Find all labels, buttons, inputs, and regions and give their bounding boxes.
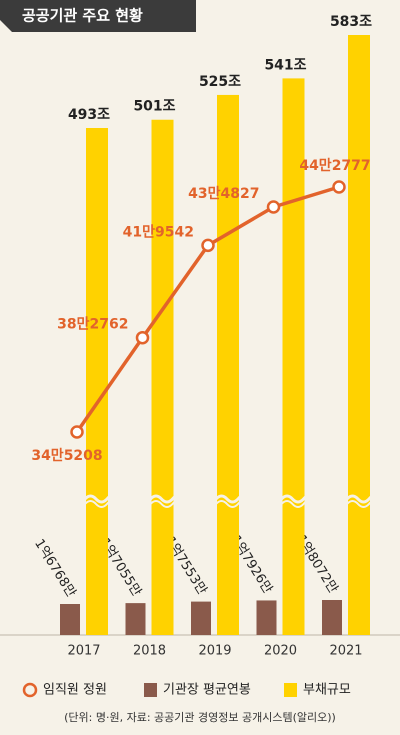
line-point: [332, 180, 346, 194]
x-tick-label: 2021: [329, 644, 362, 659]
axis-break: [215, 500, 243, 508]
axis-break: [346, 500, 374, 508]
value-label: 1억6768만: [31, 537, 78, 600]
bar: [217, 94, 239, 635]
chart-title: 공공기관 주요 현황: [22, 7, 143, 25]
value-label: 501조: [133, 99, 175, 115]
x-tick-label: 2018: [133, 644, 166, 659]
legend-swatch: [144, 683, 157, 697]
bar: [86, 128, 108, 635]
bar: [256, 600, 277, 635]
line-point: [266, 200, 281, 214]
x-tick-label: 2017: [67, 644, 100, 659]
source-note: (단위: 명·원, 자료: 공공기관 경영정보 공개시스템(알리오)): [64, 710, 336, 724]
axis-break: [345, 494, 374, 504]
bar: [125, 603, 146, 635]
x-tick-label: 2020: [264, 644, 297, 659]
title-box: [0, 0, 196, 32]
value-label: 43만4827: [188, 186, 259, 202]
axis-break: [84, 500, 112, 508]
value-label: 34만5208: [31, 448, 102, 464]
bar: [322, 600, 342, 635]
axis-break: [83, 494, 112, 504]
value-label: 44만2777: [299, 158, 370, 174]
bar: [348, 35, 370, 635]
line-point: [135, 330, 150, 345]
axis-break: [149, 494, 178, 504]
value-label: 583조: [330, 14, 372, 30]
line-point: [201, 238, 215, 253]
value-label: 493조: [68, 107, 110, 123]
line-point: [70, 425, 84, 439]
value-label: 41만9542: [123, 224, 194, 240]
value-label: 541조: [264, 57, 306, 73]
legend-label: 부채규모: [303, 683, 351, 698]
axis-break: [214, 494, 243, 504]
value-label: 38만2762: [57, 317, 128, 333]
legend-swatch: [284, 683, 297, 697]
legend-label: 기관장 평균연봉: [163, 683, 251, 698]
x-tick-label: 2019: [198, 644, 231, 659]
bar: [151, 119, 174, 635]
legend-swatch: [22, 682, 38, 698]
axis-break: [280, 500, 308, 508]
value-label: 525조: [199, 74, 241, 90]
bar: [191, 601, 211, 635]
axis-break: [149, 500, 177, 508]
legend-label: 임직원 정원: [43, 683, 107, 698]
axis-break: [280, 494, 309, 504]
bar: [60, 604, 80, 635]
